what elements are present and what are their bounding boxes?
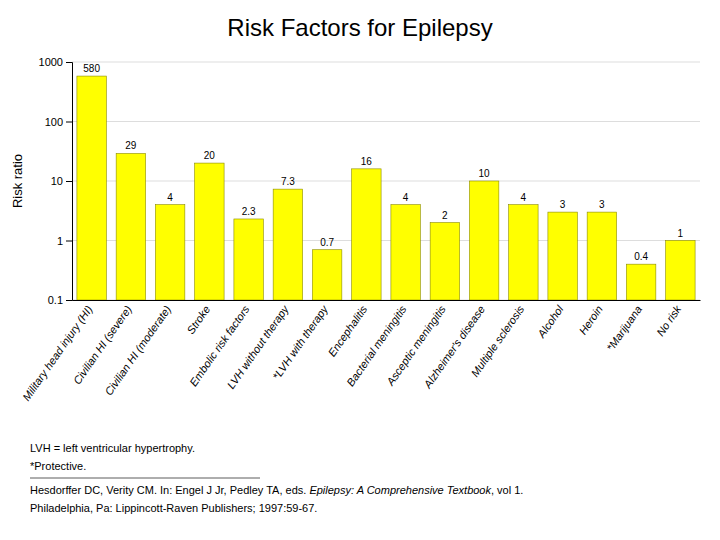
y-tick-mark xyxy=(66,241,72,242)
grid-line xyxy=(72,62,700,63)
y-axis: 0.1 1 10 100 1000 xyxy=(39,56,73,306)
x-tick-label: Stroke xyxy=(184,303,212,336)
x-tick-label: Alcohol xyxy=(535,303,566,341)
bar xyxy=(391,205,420,300)
data-label: 4 xyxy=(167,192,173,203)
data-label: 3 xyxy=(560,199,566,210)
y-tick: 1 xyxy=(57,235,72,247)
data-label: 16 xyxy=(361,156,373,167)
chart: Risk Factors for Epilepsy 0.1 1 10 100 1000 Mi… xyxy=(0,0,720,540)
x-tick: Civilian HI (moderate) xyxy=(102,300,173,397)
footnote: Hesdorffer DC, Verity CM. In: Engel J Jr… xyxy=(30,484,523,496)
bar xyxy=(509,205,538,300)
x-tick: Military head injury (HI) xyxy=(20,300,95,403)
y-tick-mark xyxy=(66,122,72,123)
grid xyxy=(72,62,700,300)
data-label: 0.4 xyxy=(634,251,648,262)
x-tick-label: *LVH with therapy xyxy=(270,302,331,382)
bar xyxy=(195,163,224,300)
data-label: 0.7 xyxy=(320,237,334,248)
bar xyxy=(469,181,498,300)
data-label: 4 xyxy=(521,192,527,203)
bar xyxy=(77,76,106,300)
bar xyxy=(234,219,263,300)
bar xyxy=(155,205,184,300)
y-tick-mark xyxy=(66,62,72,63)
footnote-part: *Protective. xyxy=(30,460,86,472)
bar xyxy=(116,153,145,300)
footnote-rule xyxy=(30,478,260,479)
data-label: 1 xyxy=(678,228,684,239)
data-label: 4 xyxy=(403,192,409,203)
x-tick-label: Civilian HI (moderate) xyxy=(102,303,173,397)
y-tick-label: 10 xyxy=(51,175,63,187)
data-label: 3 xyxy=(599,199,605,210)
y-tick-mark xyxy=(66,300,72,301)
bar xyxy=(430,223,459,300)
footnote-part: Epilepsy: A Comprehensive Textbook xyxy=(309,484,491,496)
y-tick-mark xyxy=(66,181,72,182)
data-label: 2.3 xyxy=(242,206,256,217)
footnote-part: LVH = left ventricular hypertrophy. xyxy=(30,442,195,454)
x-tick: Multiple sclerosis xyxy=(469,300,527,379)
y-tick: 1000 xyxy=(39,56,72,68)
y-tick-label: 1000 xyxy=(39,56,63,68)
x-axis: Military head injury (HI)Civilian HI (se… xyxy=(20,300,701,403)
x-tick-label: *Marijuana xyxy=(604,303,644,353)
bars xyxy=(77,76,695,300)
x-tick: No risk xyxy=(654,300,684,338)
data-label: 10 xyxy=(479,168,491,179)
footnote-part: Philadelphia, Pa: Lippincott-Raven Publi… xyxy=(30,502,317,514)
y-axis-line xyxy=(66,63,73,301)
x-axis-line xyxy=(73,300,701,301)
footnote: Philadelphia, Pa: Lippincott-Raven Publi… xyxy=(30,502,317,514)
bar xyxy=(312,250,341,300)
grid-line xyxy=(72,121,700,122)
y-tick-label: 0.1 xyxy=(48,294,63,306)
x-tick-label: Encephalitis xyxy=(326,303,370,359)
plot: 0.1 1 10 100 1000 Military head injury (HI)Ci… xyxy=(20,56,701,403)
x-tick-label: No risk xyxy=(654,303,684,338)
data-label: 20 xyxy=(204,150,216,161)
x-tick: Stroke xyxy=(184,300,212,336)
y-tick-label: 100 xyxy=(45,116,63,128)
x-tick: Encephalitis xyxy=(326,300,370,359)
footnote: LVH = left ventricular hypertrophy. xyxy=(30,442,195,454)
bar xyxy=(273,189,302,300)
y-tick: 100 xyxy=(45,116,72,128)
grid-line xyxy=(72,181,700,182)
x-tick: Heroin xyxy=(576,300,604,337)
data-label: 580 xyxy=(83,63,100,74)
bar xyxy=(352,169,381,300)
bar xyxy=(666,241,695,301)
data-label: 29 xyxy=(125,140,137,151)
x-tick: *LVH with therapy xyxy=(270,300,331,382)
y-tick: 0.1 xyxy=(48,294,72,306)
x-tick: Alcohol xyxy=(535,300,566,341)
footnote-part: Hesdorffer DC, Verity CM. In: Engel J Jr… xyxy=(30,484,309,496)
x-tick: *Marijuana xyxy=(604,300,644,353)
data-label: 7.3 xyxy=(281,176,295,187)
data-label: 2 xyxy=(442,210,448,221)
bar xyxy=(626,264,655,300)
title: Risk Factors for Epilepsy xyxy=(227,14,492,41)
x-tick-label: Military head injury (HI) xyxy=(20,303,95,403)
y-tick-label: 1 xyxy=(57,235,63,247)
x-tick-label: Multiple sclerosis xyxy=(469,303,527,379)
footnote-part: , vol 1. xyxy=(491,484,523,496)
data-labels: 580 29 4 20 2.3 7.3 0.7 16 4 2 10 4 3 3 0.4 1 xyxy=(83,63,683,262)
footnote: *Protective. xyxy=(30,460,86,472)
x-tick-label: Heroin xyxy=(576,303,604,336)
bar xyxy=(587,212,616,300)
y-tick: 10 xyxy=(51,175,72,187)
bar xyxy=(548,212,577,300)
footnotes: LVH = left ventricular hypertrophy. *Prot… xyxy=(30,442,523,514)
y-axis-title: Risk ratio xyxy=(10,154,25,208)
